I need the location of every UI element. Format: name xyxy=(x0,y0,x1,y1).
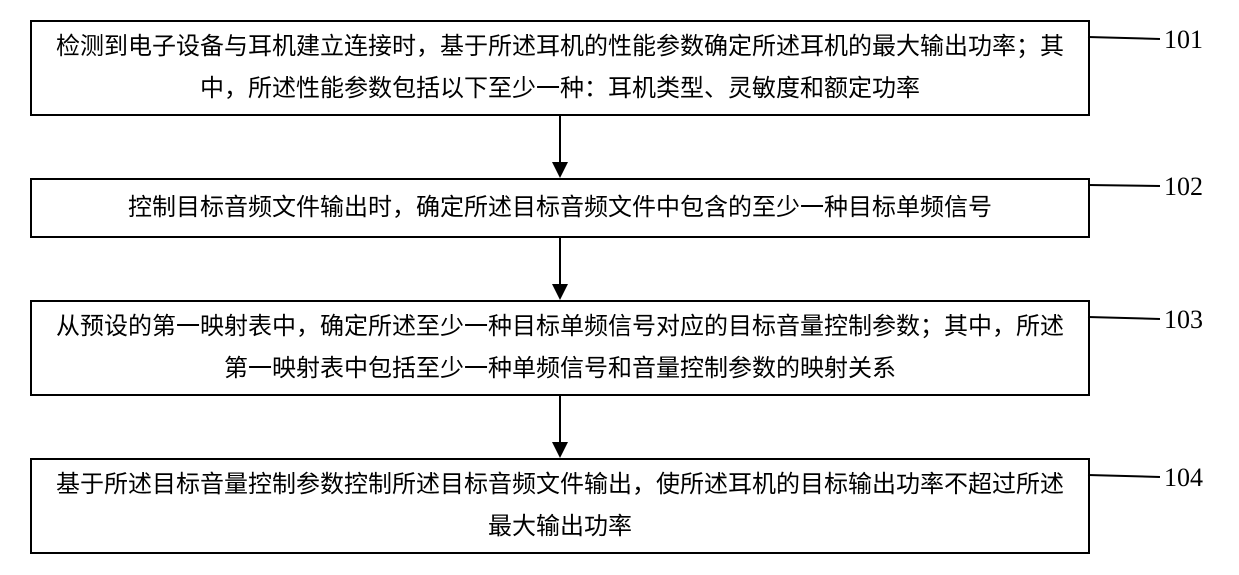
arrow-2-shaft xyxy=(559,238,561,284)
arrow-1-head xyxy=(552,162,568,178)
leader-101 xyxy=(1088,36,1160,40)
step-label-102: 102 xyxy=(1164,172,1203,202)
step-text: 控制目标音频文件输出时，确定所述目标音频文件中包含的至少一种目标单频信号 xyxy=(128,187,992,229)
step-label-101: 101 xyxy=(1164,25,1203,55)
step-label-104: 104 xyxy=(1164,463,1203,493)
step-box-101: 检测到电子设备与耳机建立连接时，基于所述耳机的性能参数确定所述耳机的最大输出功率… xyxy=(30,20,1090,116)
leader-102 xyxy=(1088,184,1160,187)
step-text: 检测到电子设备与耳机建立连接时，基于所述耳机的性能参数确定所述耳机的最大输出功率… xyxy=(50,26,1070,110)
step-box-102: 控制目标音频文件输出时，确定所述目标音频文件中包含的至少一种目标单频信号 xyxy=(30,178,1090,238)
arrow-3-shaft xyxy=(559,396,561,442)
step-label-103: 103 xyxy=(1164,305,1203,335)
step-text: 基于所述目标音量控制参数控制所述目标音频文件输出，使所述耳机的目标输出功率不超过… xyxy=(50,464,1070,548)
step-box-104: 基于所述目标音量控制参数控制所述目标音频文件输出，使所述耳机的目标输出功率不超过… xyxy=(30,458,1090,554)
leader-103 xyxy=(1088,316,1160,320)
step-box-103: 从预设的第一映射表中，确定所述至少一种目标单频信号对应的目标音量控制参数；其中，… xyxy=(30,300,1090,396)
flowchart-canvas: { "layout": { "canvas": { "width": 1239,… xyxy=(0,0,1239,575)
step-text: 从预设的第一映射表中，确定所述至少一种目标单频信号对应的目标音量控制参数；其中，… xyxy=(50,306,1070,390)
leader-104 xyxy=(1088,474,1160,478)
arrow-3-head xyxy=(552,442,568,458)
arrow-2-head xyxy=(552,284,568,300)
arrow-1-shaft xyxy=(559,116,561,162)
